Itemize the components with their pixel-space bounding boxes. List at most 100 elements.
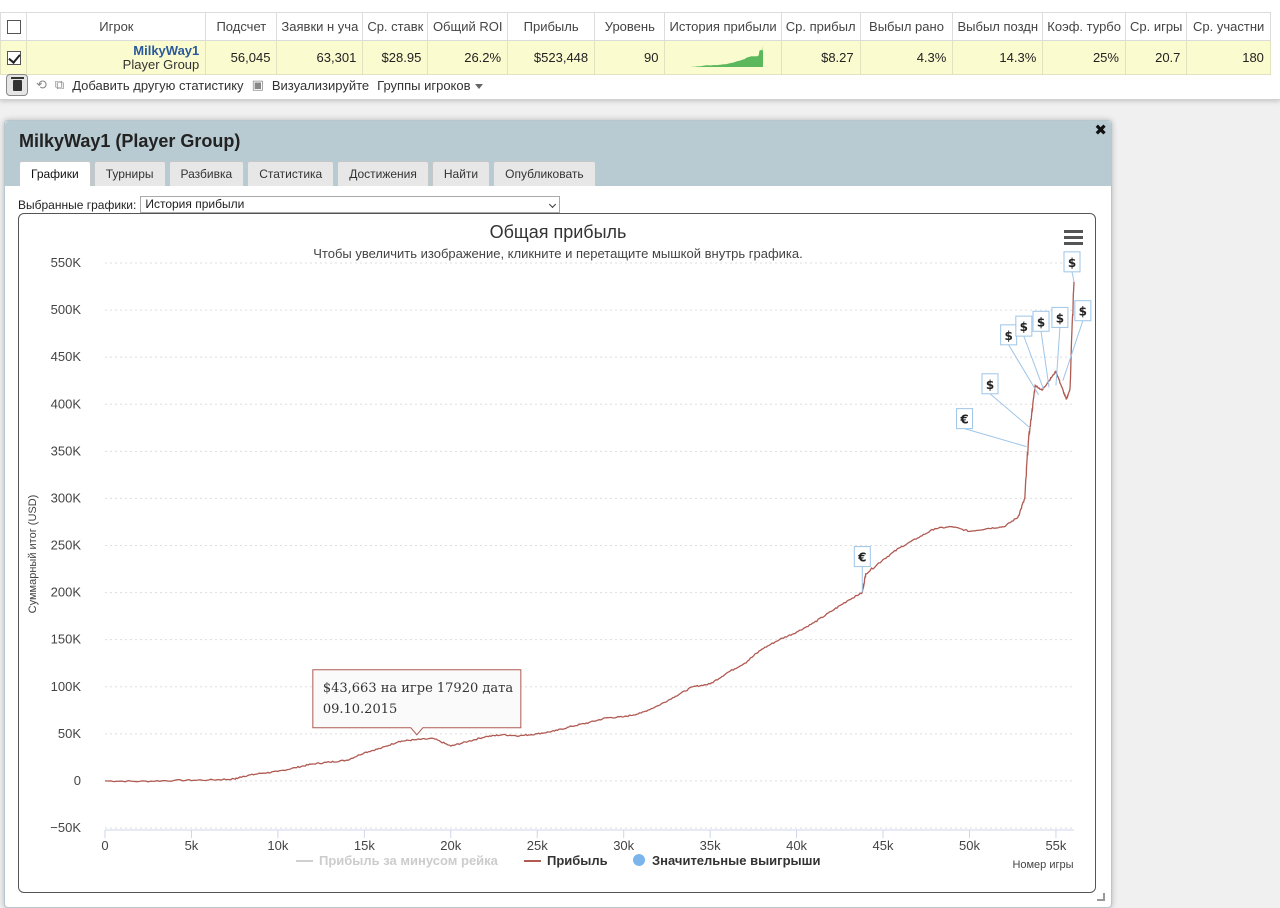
delete-button[interactable] [6, 74, 28, 96]
svg-text:$: $ [1037, 315, 1045, 329]
visualize-link[interactable]: Визуализируйте [271, 77, 370, 93]
trash-icon [10, 76, 24, 91]
col-header-avg-stake[interactable]: Ср. ставк [362, 12, 429, 41]
player-groups-dropdown[interactable]: Группы игроков [377, 78, 483, 93]
x-tick-label: 45k [873, 838, 894, 853]
col-header-player[interactable]: Игрок [26, 12, 207, 41]
chevron-down-icon [474, 83, 483, 89]
x-axis-label: Номер игры [1012, 859, 1073, 871]
row-checkbox[interactable] [6, 51, 21, 66]
y-tick-label: −50K [50, 820, 81, 835]
y-axis-label: Суммарный итог (USD) [27, 495, 39, 614]
tab-statistics[interactable]: Статистика [247, 161, 335, 186]
select-all-checkbox[interactable] [6, 20, 21, 35]
marker-layer: € € $ $ $ $ $ $ $ [853, 251, 1092, 593]
svg-text:$: $ [1068, 256, 1076, 270]
chart-title: Общая прибыль [490, 222, 627, 242]
col-header-turbo[interactable]: Коэф. турбо [1042, 12, 1126, 41]
col-header-avg-games[interactable]: Ср. игры [1124, 12, 1188, 41]
svg-text:$: $ [1056, 311, 1064, 325]
big-win-marker[interactable]: € [956, 408, 1027, 448]
col-header-avg-profit[interactable]: Ср. прибыл [780, 12, 861, 41]
select-all-header[interactable] [0, 12, 28, 41]
big-win-marker[interactable]: € [853, 546, 871, 593]
cell-avg-profit: $8.27 [780, 40, 861, 75]
row-checkbox-cell[interactable] [0, 40, 28, 75]
series-layer [104, 281, 1075, 783]
grid-layer [105, 262, 1074, 829]
tab-charts[interactable]: Графики [19, 161, 91, 186]
tab-breakdown[interactable]: Разбивка [168, 161, 245, 186]
add-stat-link[interactable]: Добавить другую статистику [72, 77, 244, 93]
chart-tooltip: $43,663 на игре 17920 дата 09.10.2015 [312, 669, 522, 736]
y-tick-label: 350K [51, 443, 82, 458]
col-header-profit-history[interactable]: История прибыли [664, 12, 782, 41]
col-header-entries[interactable]: Заявки н уча [276, 12, 364, 41]
cell-turbo: 25% [1042, 40, 1126, 75]
chart-subtitle: Чтобы увеличить изображение, кликните и … [313, 246, 802, 261]
cell-avg-games: 20.7 [1124, 40, 1188, 75]
big-win-marker[interactable]: $ [1000, 324, 1040, 396]
big-win-marker[interactable]: $ [1032, 310, 1050, 388]
svg-text:$: $ [1004, 329, 1012, 343]
refresh-icon[interactable]: ⟲ [36, 77, 47, 92]
cell-profit-history[interactable] [664, 40, 782, 75]
add-stat-icon[interactable]: ⧉ [54, 77, 65, 92]
x-tick-label: 5k [185, 838, 199, 853]
cell-late: 14.3% [952, 40, 1044, 75]
cell-early: 4.3% [859, 40, 954, 75]
y-tick-label: 400K [51, 396, 82, 411]
legend-item-bigwins[interactable]: Значительные выигрыши [652, 853, 820, 868]
svg-text:$: $ [1020, 320, 1028, 334]
cell-entries: 63,301 [276, 40, 364, 75]
tab-achievements[interactable]: Достижения [337, 161, 429, 186]
y-tick-label: 0 [74, 773, 81, 788]
window-header: MilkyWay1 (Player Group) ✖ Графики Турни… [5, 121, 1111, 186]
chart-frame[interactable]: Общая прибыль Чтобы увеличить изображени… [18, 213, 1096, 893]
tooltip-line-1: $43,663 на игре 17920 дата [323, 681, 513, 696]
big-win-marker[interactable]: $ [1062, 300, 1092, 381]
profit-series-line [104, 281, 1075, 783]
big-win-marker[interactable]: $ [1015, 315, 1045, 391]
player-name[interactable]: MilkyWay1 [133, 42, 200, 58]
big-win-marker[interactable]: $ [1051, 306, 1069, 386]
cell-profit: $523,448 [507, 40, 596, 75]
chart-menu-icon[interactable] [1064, 230, 1083, 245]
tab-tournaments[interactable]: Турниры [93, 161, 166, 186]
legend-bigwins-swatch [633, 854, 645, 866]
col-header-profit[interactable]: Прибыль [507, 12, 596, 41]
big-win-marker[interactable]: $ [1063, 251, 1081, 282]
col-header-level[interactable]: Уровень [594, 12, 666, 41]
player-cell[interactable]: MilkyWay1 Player Group [26, 40, 207, 75]
x-tick-label: 40k [786, 838, 807, 853]
player-group: Player Group [122, 56, 200, 72]
svg-text:€: € [959, 413, 968, 427]
image-icon[interactable]: ▣ [251, 77, 264, 92]
player-window: MilkyWay1 (Player Group) ✖ Графики Турни… [4, 120, 1112, 908]
x-tick-label: 35k [700, 838, 721, 853]
col-header-count[interactable]: Подсчет [205, 12, 278, 41]
y-tick-label: 500K [51, 302, 82, 317]
col-header-late[interactable]: Выбыл поздн [952, 12, 1044, 41]
x-tick-label: 0 [101, 838, 108, 853]
chart-select[interactable]: История прибыли [140, 196, 561, 213]
y-tick-label: 50K [58, 726, 81, 741]
tab-find[interactable]: Найти [431, 161, 491, 186]
col-header-early[interactable]: Выбыл рано [859, 12, 954, 41]
big-win-marker[interactable]: $ [981, 373, 1031, 429]
cell-roi: 26.2% [427, 40, 509, 75]
resize-handle[interactable] [1097, 893, 1105, 901]
tab-publish[interactable]: Опубликовать [493, 161, 596, 186]
table-row[interactable]: MilkyWay1 Player Group 56,045 63,301 $28… [0, 40, 1280, 75]
legend-item-profit[interactable]: Прибыль [547, 853, 608, 868]
cell-level: 90 [594, 40, 666, 75]
x-tick-label: 50k [959, 838, 980, 853]
legend-item-rake[interactable]: Прибыль за минусом рейка [319, 853, 499, 868]
x-tick-label: 10k [267, 838, 288, 853]
close-icon[interactable]: ✖ [1094, 122, 1107, 139]
window-tabs: Графики Турниры Разбивка Статистика Дост… [19, 161, 596, 186]
profit-chart[interactable]: Общая прибыль Чтобы увеличить изображени… [19, 214, 1097, 894]
chart-select-label: Выбранные графики: [18, 197, 137, 212]
col-header-roi[interactable]: Общий ROI [427, 12, 509, 41]
col-header-avg-entrants[interactable]: Ср. участни [1186, 12, 1271, 41]
